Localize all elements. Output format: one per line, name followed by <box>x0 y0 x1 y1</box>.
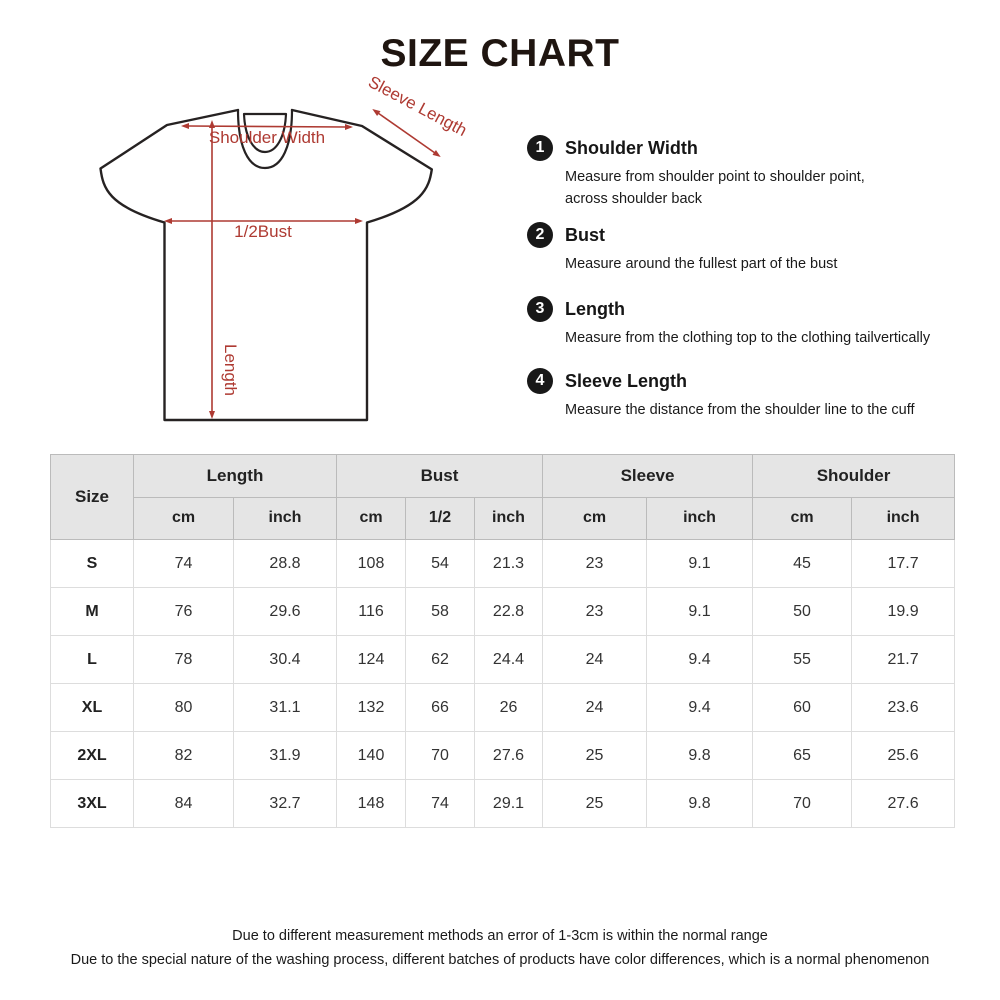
svg-text:1/2Bust: 1/2Bust <box>234 222 292 241</box>
svg-text:Length: Length <box>221 344 240 396</box>
svg-text:Sleeve Length: Sleeve Length <box>365 72 470 140</box>
svg-text:Shoulder Width: Shoulder Width <box>209 128 325 147</box>
